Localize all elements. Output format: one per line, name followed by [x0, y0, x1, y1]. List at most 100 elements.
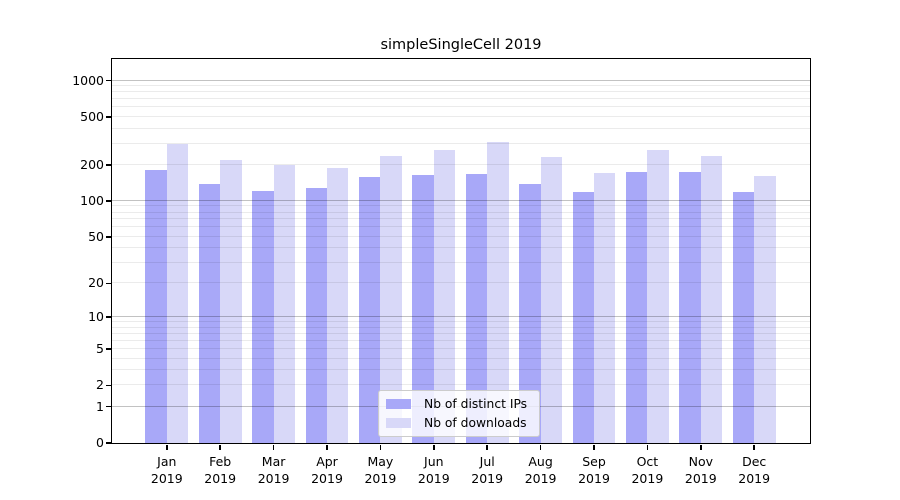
gridline-minor-30: [112, 261, 810, 263]
x-tick-may: [379, 444, 382, 450]
x-tick-sep: [593, 444, 595, 450]
y-tick-1: [106, 405, 112, 408]
y-tick-1000: [106, 79, 112, 82]
bar-downloads-jul: [487, 141, 509, 443]
bar-distinct-ips-mar: [252, 191, 274, 443]
x-tick-label-apr: Apr 2019: [311, 454, 343, 486]
x-tick-label-mar: Mar 2019: [257, 454, 290, 486]
x-tick-dec: [753, 444, 755, 450]
bar-distinct-ips-sep: [572, 192, 594, 443]
gridline-minor-200: [112, 163, 810, 165]
bar-distinct-ips-aug: [519, 184, 541, 443]
y-tick-label-10: 10: [88, 309, 104, 325]
bar-downloads-dec: [754, 175, 776, 443]
x-tick-apr: [326, 444, 328, 450]
bar-downloads-jan: [166, 144, 189, 443]
gridline-minor-90: [112, 205, 810, 207]
bar-distinct-ips-oct: [626, 172, 648, 443]
plot-area: Nb of distinct IPs Nb of downloads Jan 20…: [72, 58, 811, 486]
x-tick-label-dec: Dec 2019: [738, 454, 771, 486]
gridline-minor-7: [112, 332, 810, 334]
gridline-major-1000: [112, 79, 810, 81]
bar-distinct-ips-dec: [732, 191, 755, 443]
legend-entry-distinct-ips: Nb of distinct IPs: [386, 397, 527, 411]
gridline-minor-50: [112, 235, 810, 237]
y-tick-label-5: 5: [96, 341, 104, 356]
chart-title: simpleSingleCell 2019: [380, 37, 542, 53]
y-tick-label-2: 2: [96, 377, 104, 393]
bar-distinct-ips-apr: [305, 188, 327, 443]
gridline-minor-300: [112, 142, 810, 144]
x-tick-label-sep: Sep 2019: [578, 454, 610, 486]
legend-entry-downloads: Nb of downloads: [386, 416, 527, 430]
gridline-minor-8: [112, 326, 810, 328]
y-tick-500: [106, 116, 112, 118]
gridline-minor-400: [112, 127, 810, 129]
bar-downloads-apr: [327, 167, 349, 443]
bar-downloads-mar: [273, 165, 295, 443]
x-tick-jan: [166, 444, 168, 450]
y-tick-label-1: 1: [96, 398, 104, 414]
gridline-minor-9: [112, 321, 810, 323]
y-tick-label-1000: 1000: [72, 72, 104, 88]
x-tick-label-jun: Jun 2019: [417, 454, 450, 486]
gridline-minor-600: [112, 106, 810, 108]
bar-distinct-ips-may: [359, 177, 381, 443]
bar-downloads-oct: [647, 149, 669, 443]
gridline-minor-6: [112, 339, 810, 341]
gridline-minor-40: [112, 247, 810, 249]
y-tick-5: [106, 348, 112, 350]
gridline-minor-60: [112, 226, 810, 228]
gridline-minor-900: [112, 85, 810, 87]
legend: Nb of distinct IPs Nb of downloads: [378, 390, 541, 437]
gridline-major-100: [112, 199, 810, 201]
gridline-minor-700: [112, 98, 810, 100]
x-tick-label-oct: Oct 2019: [631, 454, 664, 486]
y-tick-20: [106, 282, 112, 284]
y-tick-label-20: 20: [88, 275, 104, 291]
bar-downloads-jun: [433, 149, 456, 443]
x-tick-jun: [433, 444, 435, 450]
gridline-minor-2: [112, 384, 810, 386]
legend-label-distinct-ips: Nb of distinct IPs: [424, 397, 528, 411]
x-tick-nov: [700, 444, 702, 450]
x-tick-oct: [646, 444, 649, 450]
legend-swatch-downloads: [386, 418, 411, 428]
y-tick-10: [106, 316, 112, 318]
y-tick-label-50: 50: [88, 228, 104, 244]
x-tick-label-feb: Feb 2019: [204, 454, 237, 486]
gridline-minor-20: [112, 282, 810, 284]
legend-swatch-distinct-ips: [386, 399, 411, 409]
gridline-minor-800: [112, 91, 810, 93]
y-tick-200: [106, 164, 112, 166]
bar-distinct-ips-jan: [145, 170, 167, 443]
gridline-minor-5: [112, 348, 810, 349]
x-tick-label-jan: Jan 2019: [150, 454, 183, 486]
legend-label-downloads: Nb of downloads: [424, 416, 527, 430]
x-tick-feb: [219, 444, 221, 450]
bar-distinct-ips-nov: [679, 172, 701, 443]
bar-downloads-nov: [700, 155, 723, 443]
y-tick-100: [106, 200, 112, 202]
bar-distinct-ips-jul: [465, 173, 488, 443]
gridline-minor-3: [112, 369, 810, 371]
x-tick-mar: [272, 444, 275, 450]
y-tick-50: [106, 236, 112, 238]
y-tick-2: [106, 384, 112, 387]
bar-downloads-aug: [540, 156, 562, 443]
x-tick-label-nov: Nov 2019: [684, 454, 717, 486]
y-tick-0: [106, 442, 112, 444]
y-tick-label-200: 200: [80, 156, 104, 172]
y-tick-label-500: 500: [80, 108, 104, 124]
bar-distinct-ips-feb: [198, 184, 221, 443]
bar-downloads-feb: [220, 159, 242, 443]
x-tick-label-may: May 2019: [364, 454, 397, 486]
gridline-major-10: [112, 316, 810, 318]
x-tick-label-aug: Aug 2019: [524, 454, 557, 486]
bar-distinct-ips-jun: [412, 174, 434, 443]
x-tick-aug: [539, 444, 542, 450]
gridline-minor-70: [112, 218, 810, 220]
gridline-minor-80: [112, 211, 810, 213]
x-tick-jul: [486, 444, 488, 450]
